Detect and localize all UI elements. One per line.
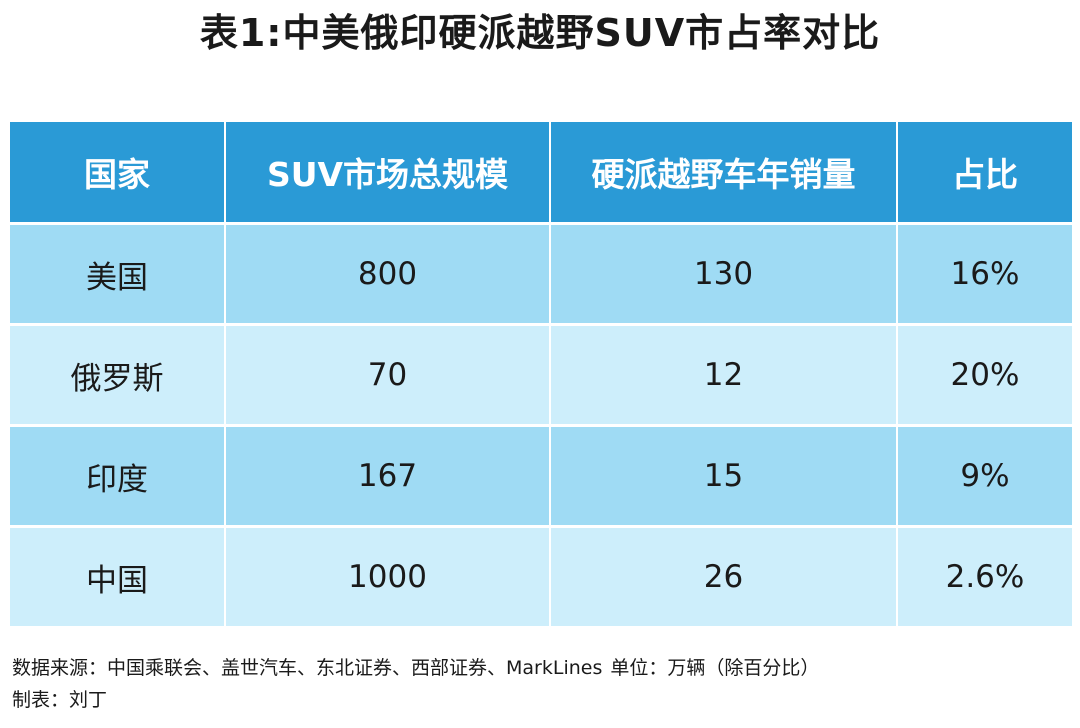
footer-notes: 数据来源：中国乘联会、盖世汽车、东北证券、西部证券、MarkLines 单位：万辆… [12, 652, 819, 716]
cell-offroad-sales: 130 [550, 222, 898, 325]
header-offroad-sales: 硬派越野车年销量 [550, 122, 898, 224]
table-title: 表1:中美俄印硬派越野SUV市占率对比 [199, 11, 881, 55]
cell-country: 中国 [10, 525, 226, 626]
unit-text: 单位：万辆（除百分比） [610, 657, 820, 679]
data-table: 国家 SUV市场总规模 硬派越野车年销量 占比 美国 800 130 16% 俄… [10, 122, 1072, 626]
cell-share: 20% [897, 323, 1072, 426]
cell-offroad-sales: 15 [550, 424, 898, 527]
table-header-row: 国家 SUV市场总规模 硬派越野车年销量 占比 [10, 122, 1072, 224]
header-country: 国家 [10, 122, 226, 224]
cell-country: 俄罗斯 [10, 323, 226, 426]
cell-share: 16% [897, 222, 1072, 325]
cell-suv-total: 167 [225, 424, 551, 527]
cell-share: 9% [897, 424, 1072, 527]
cell-suv-total: 800 [225, 222, 551, 325]
cell-suv-total: 70 [225, 323, 551, 426]
cell-offroad-sales: 12 [550, 323, 898, 426]
source-text: 数据来源：中国乘联会、盖世汽车、东北证券、西部证券、MarkLines [12, 657, 603, 679]
table-row: 俄罗斯 70 12 20% [10, 323, 1072, 426]
header-suv-total: SUV市场总规模 [225, 122, 551, 224]
table-row: 中国 1000 26 2.6% [10, 525, 1072, 626]
cell-offroad-sales: 26 [550, 525, 898, 626]
table-row: 印度 167 15 9% [10, 424, 1072, 527]
header-share: 占比 [897, 122, 1072, 224]
table-row: 美国 800 130 16% [10, 222, 1072, 325]
cell-share: 2.6% [897, 525, 1072, 626]
cell-suv-total: 1000 [225, 525, 551, 626]
author-line: 制表：刘丁 [12, 689, 108, 711]
source-line: 数据来源：中国乘联会、盖世汽车、东北证券、西部证券、MarkLines 单位：万辆… [12, 652, 819, 684]
cell-country: 印度 [10, 424, 226, 527]
cell-country: 美国 [10, 222, 226, 325]
